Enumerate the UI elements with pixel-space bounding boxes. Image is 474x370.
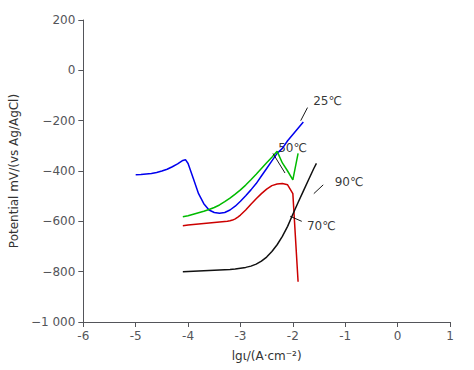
svg-text:−400: −400 xyxy=(42,164,75,178)
svg-text:90℃: 90℃ xyxy=(335,175,364,189)
svg-text:70℃: 70℃ xyxy=(307,219,336,233)
svg-text:−800: −800 xyxy=(42,265,75,279)
svg-text:−600: −600 xyxy=(42,214,75,228)
svg-text:-2: -2 xyxy=(287,329,299,343)
svg-text:-3: -3 xyxy=(234,329,246,343)
svg-text:50℃: 50℃ xyxy=(278,140,307,155)
svg-text:0: 0 xyxy=(394,329,402,343)
svg-text:200: 200 xyxy=(52,13,75,27)
svg-text:1: 1 xyxy=(446,329,454,343)
svg-text:−1 000: −1 000 xyxy=(31,315,75,329)
svg-text:-6: -6 xyxy=(77,329,89,343)
svg-text:0: 0 xyxy=(68,63,76,77)
svg-text:25℃: 25℃ xyxy=(313,94,342,108)
svg-text:-5: -5 xyxy=(130,329,142,343)
svg-text:lgι/(A·cm⁻²): lgι/(A·cm⁻²) xyxy=(232,349,302,363)
svg-text:-4: -4 xyxy=(182,329,194,343)
svg-text:−200: −200 xyxy=(42,114,75,128)
svg-text:-1: -1 xyxy=(339,329,351,343)
svg-text:Potential mV/(vs Ag/AgCl): Potential mV/(vs Ag/AgCl) xyxy=(7,94,21,248)
